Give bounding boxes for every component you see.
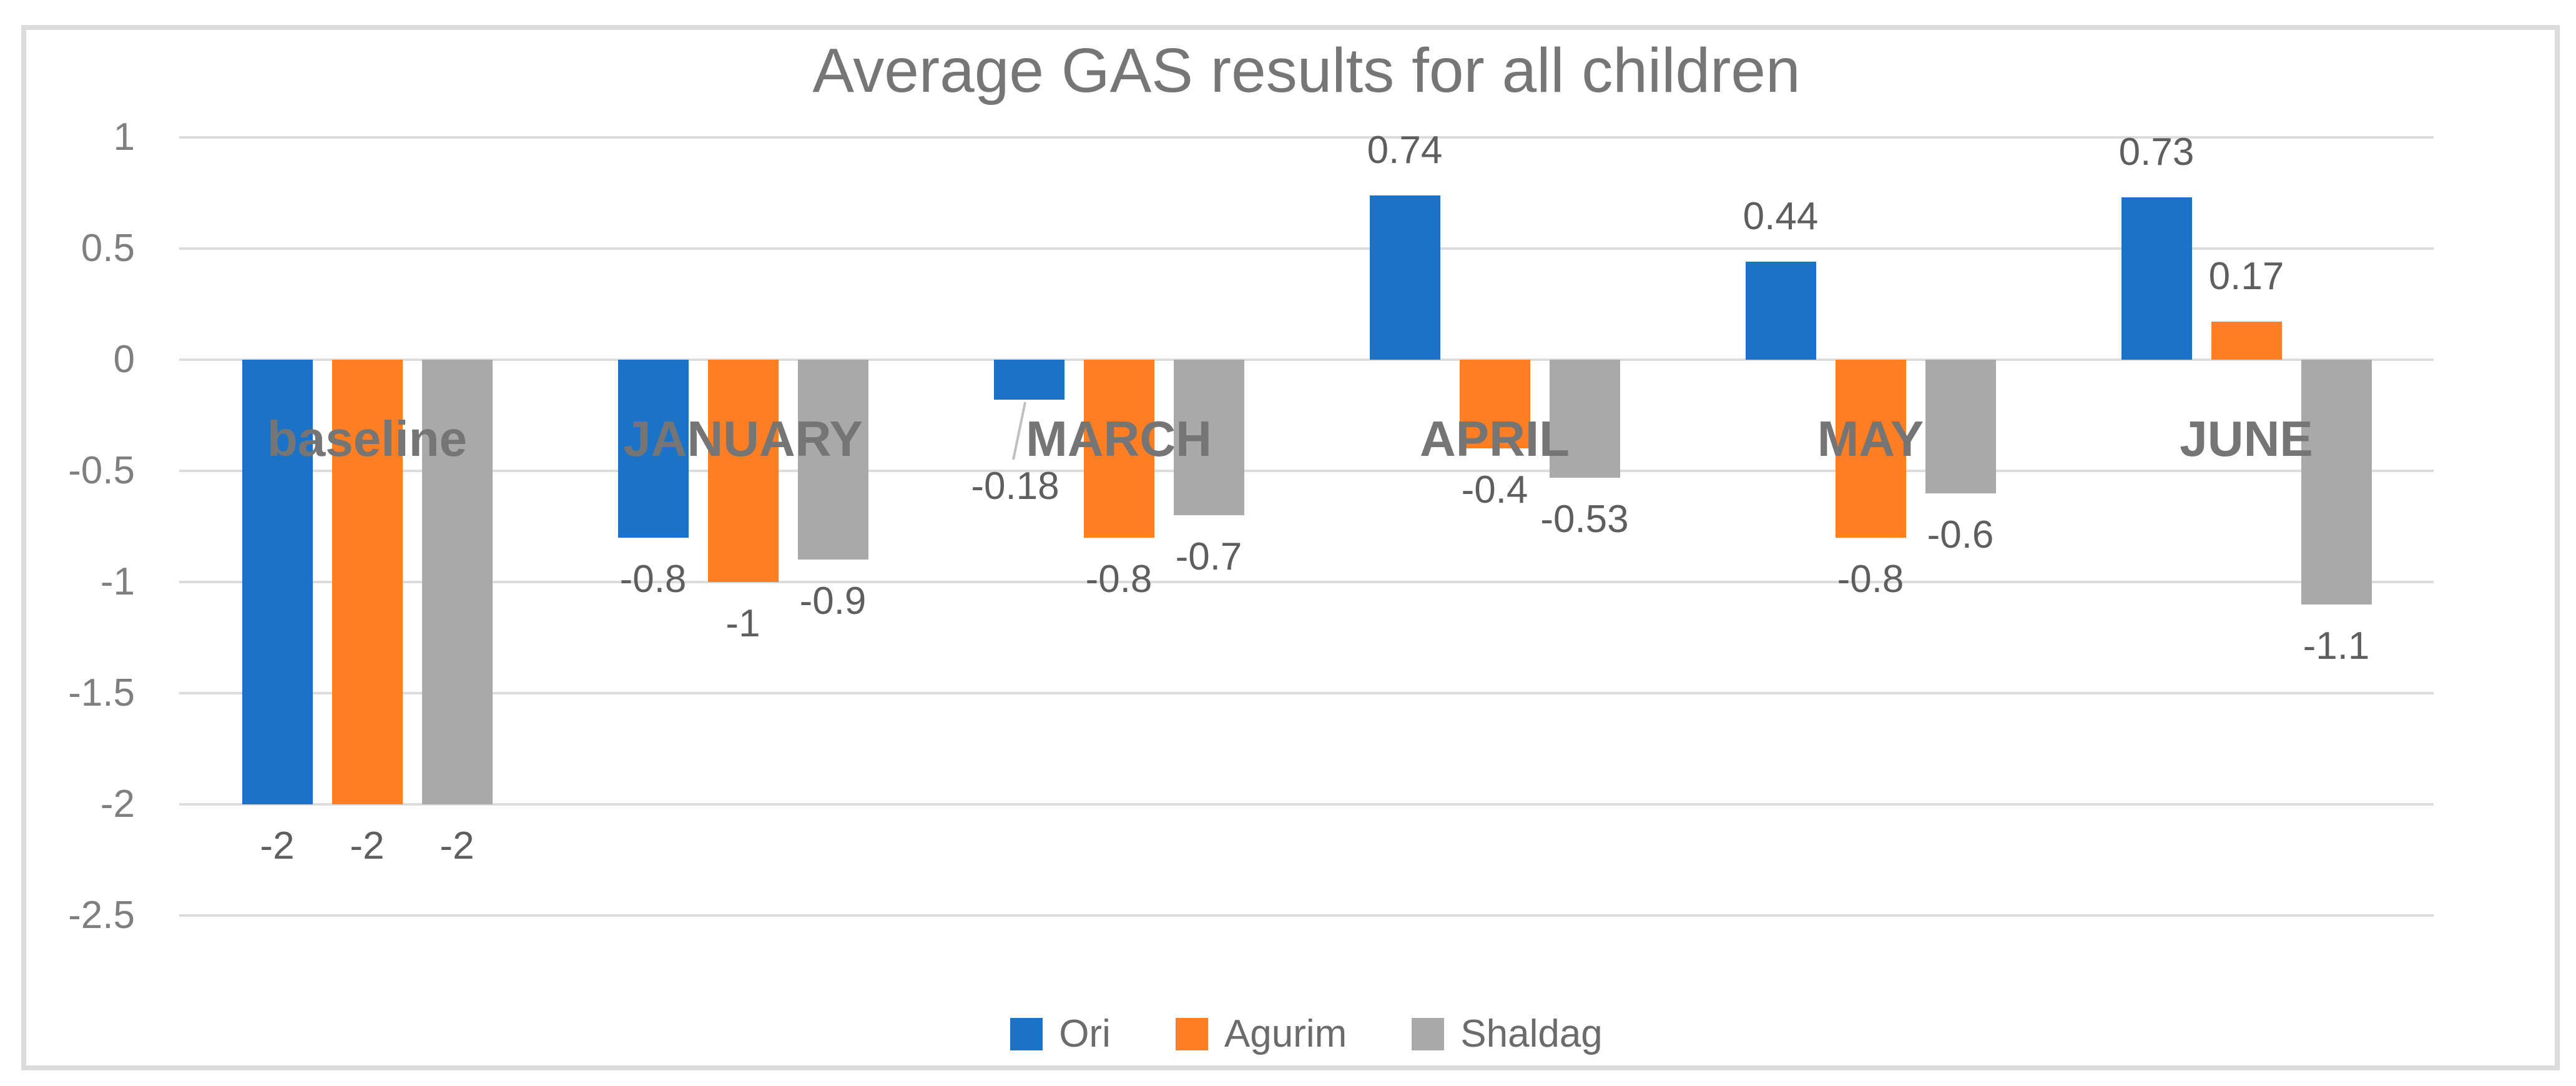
data-label: -0.9 xyxy=(799,580,867,623)
data-label: -2 xyxy=(440,824,474,867)
data-label: -0.8 xyxy=(1085,557,1153,601)
data-label: 0.74 xyxy=(1367,128,1443,172)
bar-shaldag-march[interactable] xyxy=(1173,360,1244,516)
gridline xyxy=(179,358,2434,361)
data-label: -2 xyxy=(260,824,295,867)
bar-ori-january[interactable] xyxy=(617,360,689,538)
gridline xyxy=(179,470,2434,472)
bar-ori-april[interactable] xyxy=(1369,195,1440,360)
bar-shaldag-april[interactable] xyxy=(1549,360,1620,478)
data-label: -0.8 xyxy=(619,557,687,601)
bar-ori-march[interactable] xyxy=(993,360,1064,400)
legend-item-agurim[interactable]: Agurim xyxy=(1175,1011,1347,1057)
legend: Ori Agurim Shaldag xyxy=(179,1009,2434,1059)
bar-shaldag-baseline[interactable] xyxy=(421,360,493,804)
gridline xyxy=(179,581,2434,583)
data-label: 0.73 xyxy=(2118,131,2195,174)
bar-agurim-january[interactable] xyxy=(707,360,779,582)
data-label: -0.7 xyxy=(1175,535,1242,579)
data-label: -0.6 xyxy=(1927,513,1994,556)
bar-agurim-march[interactable] xyxy=(1083,360,1154,538)
legend-swatch-icon xyxy=(1412,1018,1445,1050)
bar-shaldag-may[interactable] xyxy=(1925,360,1996,493)
data-label: -0.18 xyxy=(971,465,1059,508)
legend-label: Agurim xyxy=(1224,1012,1347,1055)
legend-item-shaldag[interactable]: Shaldag xyxy=(1412,1011,1603,1057)
category-label-march: MARCH xyxy=(1026,411,1212,466)
category-label-april: APRIL xyxy=(1420,411,1570,466)
gridline xyxy=(179,247,2434,250)
bar-ori-may[interactable] xyxy=(1745,262,1816,360)
y-axis-tick-label: -1 xyxy=(100,560,135,603)
bar-agurim-baseline[interactable] xyxy=(332,360,403,804)
plot-area: -2 -0.8 -0.18 0.74 0.44 0.73 -2 -1 -0.8 -0.4 -0.8 0… xyxy=(179,129,2434,917)
data-label: -0.53 xyxy=(1540,497,1629,541)
legend-label: Ori xyxy=(1059,1012,1111,1055)
category-label-january: JANUARY xyxy=(623,411,863,466)
gridline xyxy=(179,803,2434,806)
category-label-june: JUNE xyxy=(2180,411,2313,466)
y-axis-tick-label: 1 xyxy=(113,116,135,159)
legend-swatch-icon xyxy=(1010,1018,1043,1050)
legend-label: Shaldag xyxy=(1460,1012,1603,1055)
category-label-baseline: baseline xyxy=(267,411,468,466)
data-label: -1 xyxy=(725,602,760,645)
data-label: 0.17 xyxy=(2208,255,2284,299)
data-label: -2 xyxy=(350,824,385,867)
y-axis-tick-label: 0.5 xyxy=(81,227,135,270)
bar-agurim-april[interactable] xyxy=(1459,360,1530,449)
y-axis-tick-label: -2 xyxy=(100,782,135,826)
data-label: 0.44 xyxy=(1743,195,1819,239)
y-axis-tick-label: -1.5 xyxy=(68,671,135,714)
y-axis-tick-label: -0.5 xyxy=(68,449,135,492)
bar-shaldag-january[interactable] xyxy=(797,360,868,560)
data-label: -0.4 xyxy=(1461,468,1528,512)
bar-ori-june[interactable] xyxy=(2121,197,2192,360)
chart-title: Average GAS results for all children xyxy=(812,36,1801,106)
bar-agurim-june[interactable] xyxy=(2211,322,2282,360)
gridline xyxy=(179,914,2434,917)
y-axis-tick-label: 0 xyxy=(113,338,135,381)
leader-line xyxy=(1012,402,1026,460)
data-label: -0.8 xyxy=(1837,557,1904,601)
gridline xyxy=(179,136,2434,139)
bar-ori-baseline[interactable] xyxy=(242,360,313,804)
y-axis-tick-label: -2.5 xyxy=(68,894,135,937)
legend-item-ori[interactable]: Ori xyxy=(1010,1011,1111,1057)
data-label: -1.1 xyxy=(2303,624,2370,668)
legend-swatch-icon xyxy=(1175,1018,1208,1050)
bar-shaldag-june[interactable] xyxy=(2301,360,2372,605)
category-label-may: MAY xyxy=(1817,411,1924,466)
gridline xyxy=(179,692,2434,694)
bar-agurim-may[interactable] xyxy=(1835,360,1906,538)
